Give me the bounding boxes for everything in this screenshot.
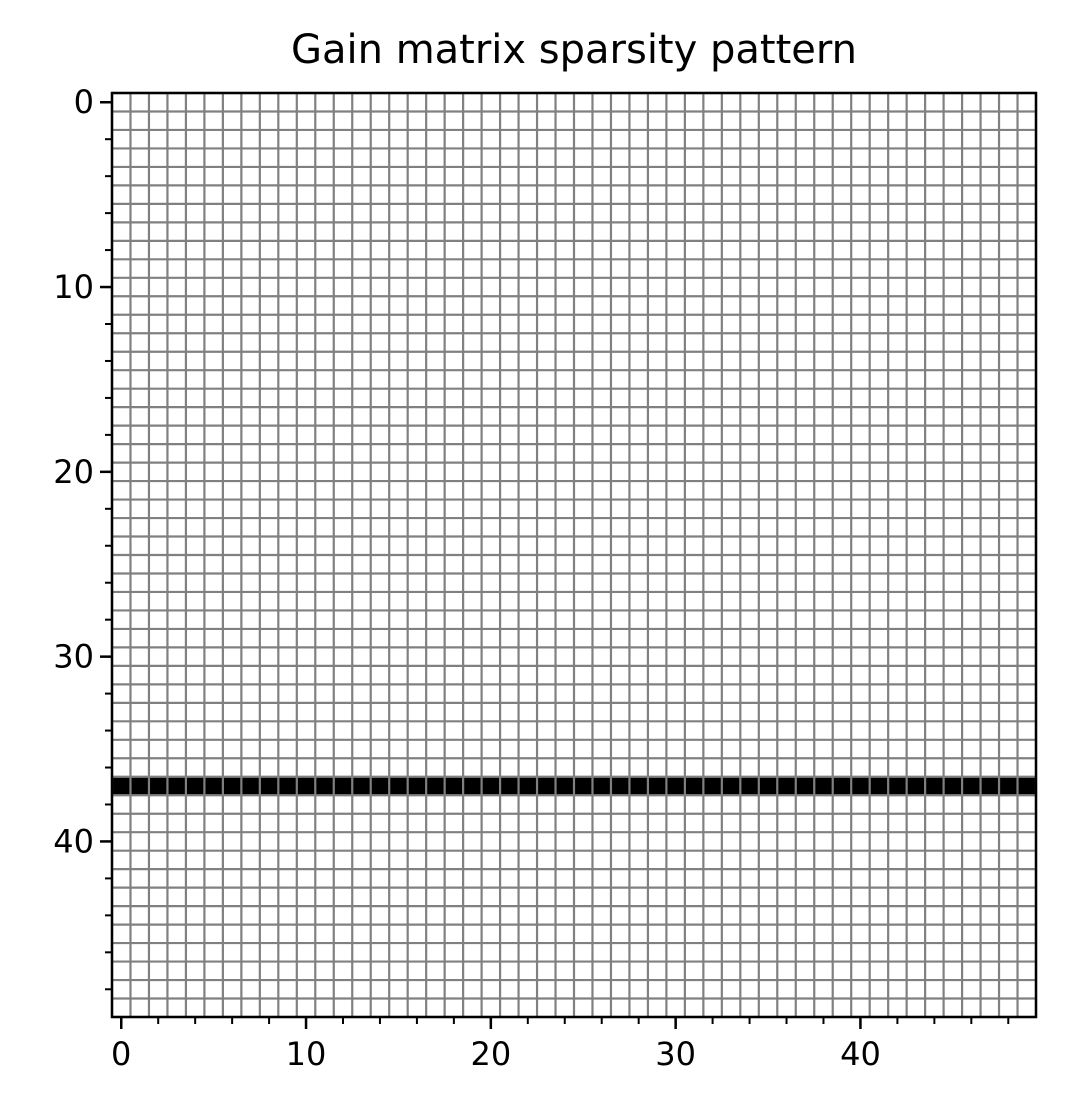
y-tick-label-10: 10 (53, 268, 94, 306)
nonzero-cell-r37-c38 (814, 776, 833, 796)
axis-ticks (100, 100, 1010, 1029)
nonzero-cell-r37-c32 (703, 776, 722, 796)
nonzero-cell-r37-c20 (481, 776, 501, 796)
nonzero-cell-r37-c45 (943, 776, 963, 796)
nonzero-cell-r37-c10 (296, 776, 316, 796)
nonzero-cell-r37-c27 (610, 776, 630, 796)
nonzero-cell-r37-c13 (352, 776, 371, 796)
x-tick-label-30: 30 (655, 1035, 696, 1073)
nonzero-cell-r37-c26 (592, 776, 611, 796)
nonzero-cell-r37-c4 (185, 776, 205, 796)
nonzero-cell-r37-c22 (518, 776, 538, 796)
nonzero-cell-r37-c18 (444, 776, 464, 796)
nonzero-cell-r37-c37 (795, 776, 815, 796)
nonzero-cell-r37-c40 (851, 776, 870, 796)
nonzero-cell-r37-c24 (555, 776, 574, 796)
nonzero-cell-r37-c43 (906, 776, 926, 796)
chart-title: Gain matrix sparsity pattern (291, 27, 857, 73)
x-tick-label-0: 0 (111, 1035, 131, 1073)
nonzero-cell-r37-c34 (740, 776, 759, 796)
nonzero-cell-r37-c31 (684, 776, 704, 796)
nonzero-cell-r37-c8 (259, 776, 279, 796)
nonzero-cell-r37-c5 (204, 776, 223, 796)
x-tick-label-20: 20 (470, 1035, 511, 1073)
nonzero-cell-r37-c28 (629, 776, 648, 796)
grid-lines (110, 91, 1038, 1019)
nonzero-cell-r37-c0 (112, 776, 131, 796)
nonzero-cell-r37-c49 (1017, 776, 1036, 796)
tick-labels: 0 10 20 30 40 0 10 20 30 40 (53, 83, 881, 1073)
nonzero-cell-r37-c33 (721, 776, 741, 796)
nonzero-cell-r37-c3 (167, 776, 186, 796)
nonzero-cell-r37-c25 (574, 776, 593, 796)
y-tick-label-20: 20 (53, 453, 94, 491)
x-tick-label-40: 40 (840, 1035, 881, 1073)
nonzero-cell-r37-c46 (962, 776, 981, 796)
nonzero-cell-r37-c47 (980, 776, 1000, 796)
nonzero-cell-r37-c1 (130, 776, 149, 796)
nonzero-cells (112, 776, 1036, 796)
nonzero-cell-r37-c2 (148, 776, 168, 796)
nonzero-cell-r37-c21 (500, 776, 519, 796)
nonzero-cell-r37-c16 (407, 776, 427, 796)
nonzero-cell-r37-c42 (888, 776, 907, 796)
nonzero-cell-r37-c30 (666, 776, 685, 796)
nonzero-cell-r37-c19 (463, 776, 482, 796)
nonzero-cell-r37-c39 (832, 776, 852, 796)
nonzero-cell-r37-c48 (999, 776, 1018, 796)
nonzero-cell-r37-c36 (777, 776, 796, 796)
nonzero-cell-r37-c15 (389, 776, 408, 796)
nonzero-cell-r37-c17 (426, 776, 445, 796)
nonzero-cell-r37-c23 (537, 776, 556, 796)
nonzero-cell-r37-c7 (241, 776, 260, 796)
nonzero-cell-r37-c11 (315, 776, 334, 796)
y-tick-label-30: 30 (53, 638, 94, 676)
nonzero-cell-r37-c12 (333, 776, 353, 796)
nonzero-cell-r37-c29 (647, 776, 667, 796)
nonzero-cell-r37-c6 (222, 776, 242, 796)
plot-frame (110, 91, 1038, 1019)
nonzero-cell-r37-c41 (869, 776, 889, 796)
nonzero-cell-r37-c14 (370, 776, 390, 796)
y-tick-label-0: 0 (74, 83, 94, 121)
nonzero-cell-r37-c35 (758, 776, 778, 796)
nonzero-cell-r37-c44 (925, 776, 944, 796)
nonzero-cell-r37-c9 (278, 776, 297, 796)
x-tick-label-10: 10 (286, 1035, 327, 1073)
y-tick-label-40: 40 (53, 822, 94, 860)
